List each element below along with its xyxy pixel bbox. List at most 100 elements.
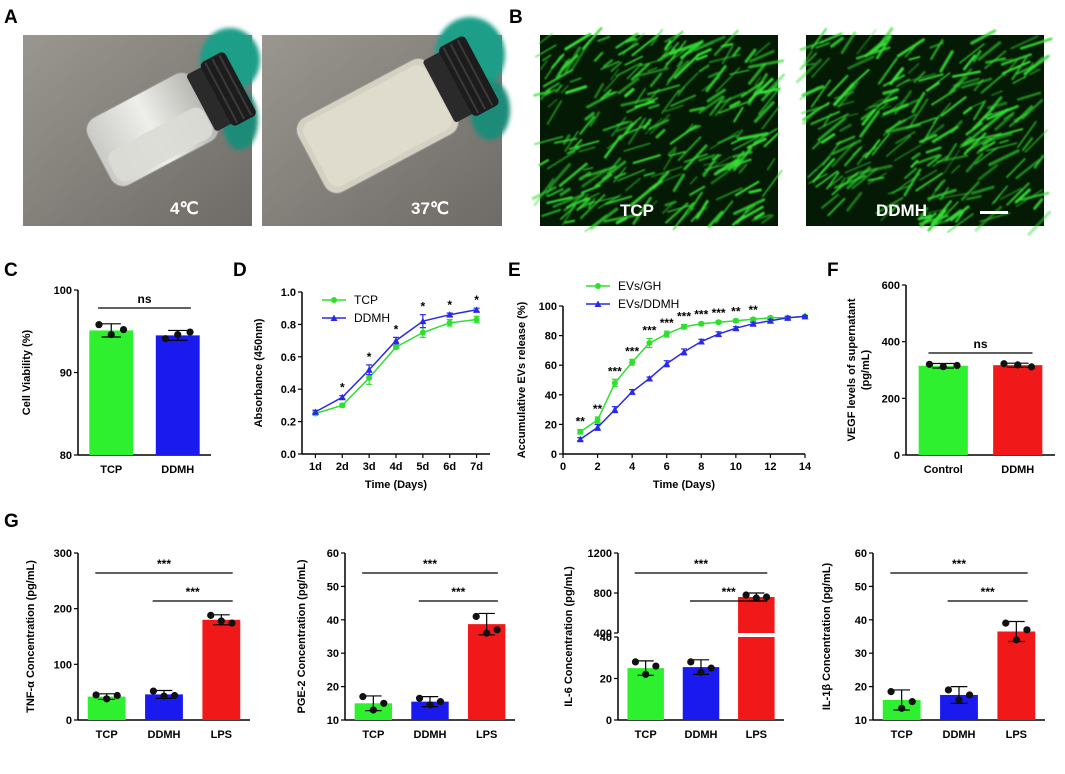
bar (202, 619, 241, 720)
cell-fiber (628, 116, 642, 128)
cell-fiber (911, 152, 921, 160)
cell-fiber (584, 111, 595, 121)
photo-label-37c: 37℃ (411, 199, 449, 218)
y-axis-label: Cell Viability (%) (21, 329, 33, 415)
y-axis-label: VEGF levels of supernatant (846, 298, 858, 441)
cell-fiber (593, 51, 604, 62)
data-point (594, 416, 601, 423)
data-point (415, 694, 424, 702)
cell-fiber (858, 164, 893, 175)
cell-fiber (716, 187, 743, 201)
data-point (697, 668, 705, 676)
cell-fiber (644, 88, 660, 106)
cell-fiber (624, 55, 644, 66)
cell-fiber (625, 177, 641, 192)
data-point (426, 701, 434, 709)
cell-fiber (564, 32, 592, 51)
cell-fiber (821, 193, 840, 209)
cell-fiber (949, 205, 970, 222)
cell-fiber (859, 110, 880, 138)
y-tick-label: 100 (54, 285, 72, 297)
data-point (446, 311, 454, 318)
cell-fiber (564, 46, 582, 73)
data-point (1002, 619, 1010, 627)
cell-fiber (566, 147, 580, 155)
cell-fiber (701, 156, 732, 175)
significance-label: ** (576, 415, 586, 429)
cell-fiber (618, 42, 639, 56)
cell-fiber (538, 159, 550, 167)
cell-fiber (672, 202, 695, 231)
y-axis-label: IL-1β Concentration (pg/mL) (821, 563, 833, 711)
significance-label: ** (748, 303, 758, 317)
cell-fiber (817, 116, 847, 142)
cell-fiber (1000, 53, 1032, 66)
y-tick-label: 0 (551, 449, 557, 461)
significance-label: *** (712, 306, 726, 320)
chart-cell-viability: 80 90 100 TCP DDMH ns Cell Viability (%) (21, 285, 211, 476)
cell-fiber (833, 82, 855, 107)
cell-fiber (581, 184, 601, 194)
cell-fiber (735, 129, 744, 139)
x-tick-label: LPS (1006, 729, 1027, 741)
cell-fiber (762, 169, 783, 197)
data-point (483, 629, 491, 637)
cell-fiber (721, 91, 747, 104)
cell-fiber (557, 57, 571, 77)
cell-fiber (629, 183, 658, 207)
cell-fiber (908, 56, 921, 61)
bar (87, 696, 126, 720)
cell-fiber (560, 85, 569, 94)
cell-fiber (799, 52, 818, 70)
cell-fiber (946, 213, 974, 233)
cell-fiber (555, 84, 563, 93)
cell-fiber (959, 43, 985, 64)
x-tick-label: TCP (100, 464, 122, 476)
cell-fiber (803, 50, 813, 64)
cell-fiber (715, 67, 741, 93)
cell-fiber (860, 109, 876, 121)
cell-fiber (890, 203, 899, 214)
cell-fiber (630, 62, 651, 81)
significance-label: *** (608, 364, 622, 378)
cell-fiber (751, 213, 772, 222)
cell-fiber (655, 128, 666, 139)
cell-fiber (552, 193, 584, 208)
cell-fiber (896, 78, 911, 87)
cell-fiber (546, 151, 576, 170)
y-tick-label: 60 (545, 360, 557, 372)
chart-tnf-alpha: 0 100 200 300 TCP DDMH LPS *** *** TNF-α Concentr… (25, 548, 250, 741)
cell-fiber (667, 204, 692, 213)
cell-fiber (822, 140, 842, 166)
y-tick-label: 600 (882, 280, 900, 292)
cell-fiber (744, 204, 756, 214)
bar (682, 667, 720, 720)
data-point (107, 330, 115, 339)
cell-fiber (535, 44, 557, 58)
fluorescence-image-tcp: TCP (531, 27, 785, 233)
data-point (95, 321, 103, 329)
cell-fiber (962, 54, 976, 71)
cell-fiber (799, 40, 824, 51)
y-tick-label: 20 (600, 674, 612, 686)
significance-label: *** (423, 557, 437, 571)
cell-fiber (542, 68, 574, 88)
cell-fiber (1028, 56, 1044, 71)
cell-fiber (754, 76, 762, 86)
cell-fiber (970, 29, 997, 45)
chart-pge2: 10 20 30 40 50 60 TCP DDMH LPS *** *** PGE-2 Concen… (296, 548, 515, 741)
data-point (207, 611, 215, 619)
cell-fiber (669, 124, 697, 145)
cell-fiber (974, 147, 998, 165)
cell-fiber (709, 96, 725, 116)
data-point (594, 423, 602, 431)
cell-fiber (571, 39, 591, 70)
y-axis-label: IL-6 Concentration (pg/mL) (563, 566, 575, 707)
cell-fiber (632, 154, 661, 165)
cell-fiber (573, 139, 583, 149)
cell-fiber (761, 106, 780, 130)
cell-fiber (548, 163, 571, 189)
x-axis-label: Time (Days) (365, 479, 427, 491)
cell-fiber (650, 28, 664, 47)
cell-fiber (533, 90, 552, 97)
